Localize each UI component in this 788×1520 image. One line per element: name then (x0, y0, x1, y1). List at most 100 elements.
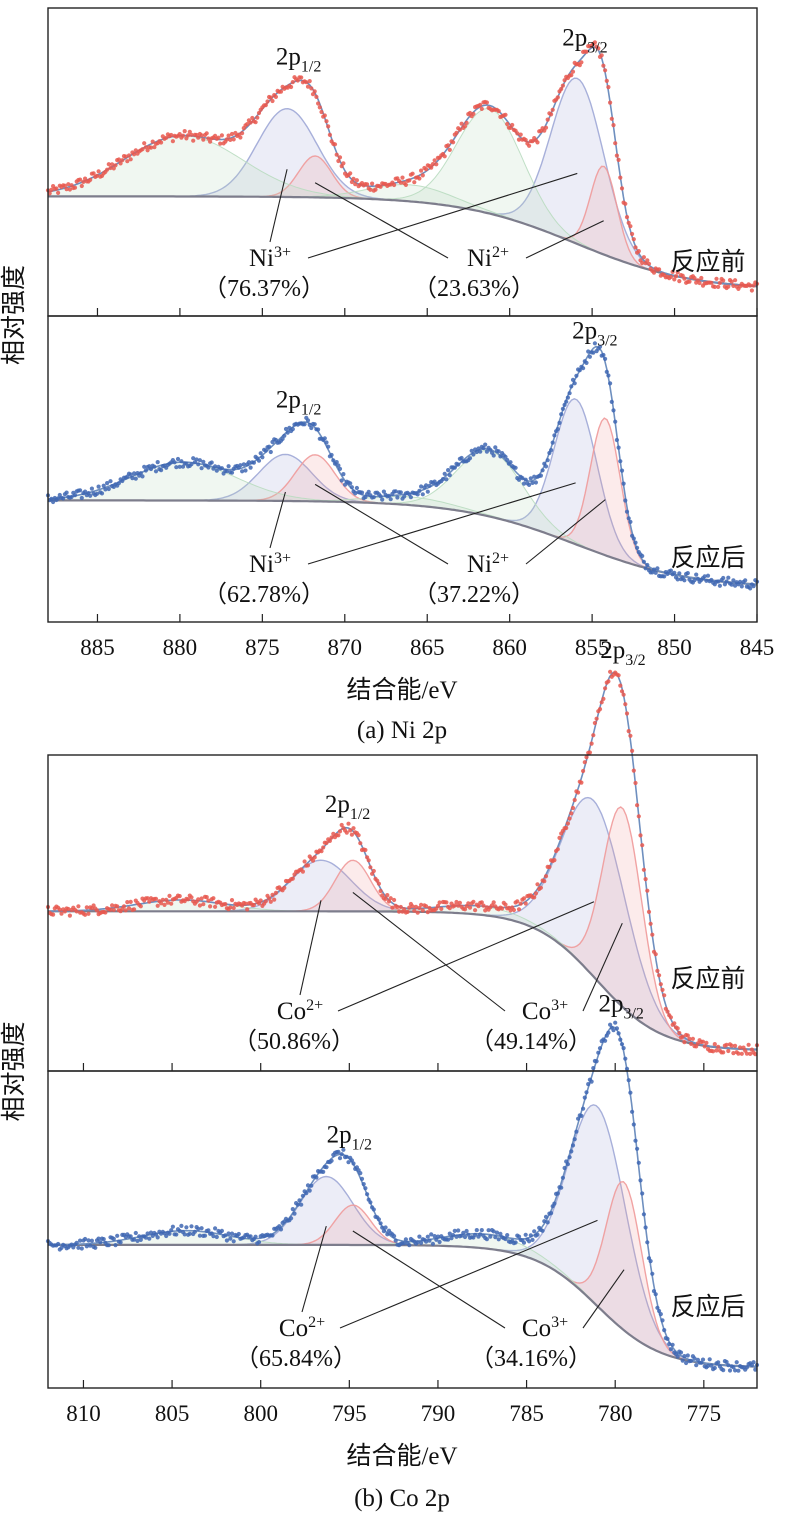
co-p0-data-point (437, 900, 442, 905)
co-p0-data-point (515, 899, 520, 904)
co-p1-data-point (623, 1056, 628, 1061)
ni-p1-data-point (248, 465, 253, 470)
ni-p1-ion-pct-a: （62.78%） (203, 582, 325, 608)
co-p0-data-point (268, 899, 273, 904)
ni-p0-data-point (199, 133, 204, 138)
co-p1-data-point (101, 1237, 106, 1242)
ni-p1-data-point (508, 460, 513, 465)
co-p1-data-point (716, 1360, 721, 1365)
ni-p1-data-point (283, 426, 289, 432)
ni-p0-data-point (169, 132, 174, 138)
co-p1-data-point (709, 1363, 714, 1368)
co-p0-data-point (690, 1036, 696, 1041)
ni-xtick-label-855: 855 (575, 635, 610, 660)
co-p0-data-point (336, 833, 341, 838)
co-p1-frame (47, 1070, 758, 1389)
ni-p0-data-point (164, 135, 169, 140)
co-p1-data-point (692, 1356, 697, 1361)
ni-p0-data-point (651, 270, 657, 275)
co-p1-data-point (392, 1234, 397, 1239)
co-p1-data-point (192, 1229, 197, 1234)
ni-p1-data-point (238, 463, 243, 468)
ni-p1-data-point (106, 486, 111, 492)
co-p0-data-point (467, 905, 473, 910)
ni-p1-data-point (267, 444, 272, 449)
ni-p0-data-point (628, 224, 633, 229)
co-p0-ion-pct-b: （49.14%） (470, 1029, 592, 1055)
co-p0-data-point (479, 900, 484, 905)
ni-p0-data-point (424, 167, 429, 172)
ni-p1-data-point (611, 408, 616, 413)
co-p1-data-point (349, 1158, 354, 1163)
ni-p0-data-point (527, 143, 532, 148)
co-p1-data-point (145, 1231, 150, 1236)
ni-p0-data-point (749, 288, 755, 293)
ni-xtick-label-885: 885 (80, 635, 115, 660)
ni-p0-data-point (351, 176, 356, 181)
co-p0-data-point (371, 868, 376, 874)
ni-p1-data-point (613, 419, 618, 424)
ni-p1-data-point (447, 473, 452, 478)
ni-p0-data-point (123, 154, 128, 159)
ni-p1-data-point (471, 452, 476, 457)
ni-p0-data-point (672, 277, 677, 282)
ni-p1-data-point (172, 460, 177, 465)
ni-p1-data-point (432, 479, 437, 484)
ni-p0-data-point (56, 190, 61, 195)
co-p1-data-point (202, 1233, 208, 1238)
co-p1-data-point (182, 1232, 187, 1237)
co-p1-data-point (300, 1193, 305, 1198)
ni-p0-data-point (337, 155, 343, 160)
co-p0-data-point (125, 900, 130, 905)
co-p1-data-point (603, 1038, 608, 1043)
ni-p1-data-point (329, 452, 334, 458)
ni-p1-data-point (729, 582, 734, 587)
co-p0-data-point (126, 906, 132, 911)
ni-p0-data-point (62, 183, 67, 188)
co-p0-data-point (290, 876, 295, 881)
ni-p1-data-point (148, 466, 154, 472)
ni-p0-data-point (459, 121, 464, 126)
ni-p1-data-point (633, 540, 638, 545)
ni-p0-data-point (348, 171, 353, 176)
co-p0-data-point (405, 909, 410, 915)
co-p1-data-point (378, 1221, 383, 1226)
ni-p0-data-point (54, 186, 59, 191)
ni-p1-data-point (103, 487, 108, 492)
co-p0-data-point (672, 1021, 677, 1026)
co-p0-data-point (538, 885, 544, 890)
co-p0-data-point (655, 968, 660, 974)
ni-p1-data-point (677, 571, 682, 576)
ni-p0-data-point (319, 109, 324, 115)
co-p1-data-point (98, 1240, 103, 1245)
ni-p0-data-point (682, 276, 687, 281)
co-p0-data-point (204, 895, 209, 900)
ni-p0-data-point (268, 95, 273, 100)
ni-p1-data-point (476, 446, 481, 451)
co-caption: (b) Co 2p (354, 1485, 450, 1512)
co-p0-data-point (628, 733, 633, 738)
co-p0-data-point (650, 932, 655, 937)
co-p0-data-point (704, 1040, 709, 1045)
co-p1-data-point (494, 1230, 500, 1235)
co-p0-data-point (386, 899, 392, 904)
co-p0-data-point (186, 897, 191, 902)
ni-p1-data-point (128, 472, 133, 477)
ni-p1-data-point (393, 489, 398, 494)
co-p0-data-point (584, 755, 589, 760)
ni-p1-data-point (574, 373, 579, 378)
co-p1-data-point (721, 1368, 726, 1373)
co-p1-data-point (128, 1234, 133, 1239)
co-p1-data-point (174, 1232, 179, 1237)
ni-p0-data-point (105, 167, 110, 172)
co-p0-data-point (581, 768, 586, 774)
co-p0-data-point (746, 1042, 751, 1047)
ni-p1-data-point (64, 490, 69, 495)
ni-p1-data-point (721, 575, 726, 581)
ni-p1-data-point (621, 481, 626, 486)
co-p0-data-point (206, 898, 211, 903)
ni-p0-data-point (66, 182, 71, 187)
ni-p1-data-point (180, 464, 186, 469)
ni-p1-data-point (256, 458, 262, 463)
co-p0-data-point (748, 1051, 753, 1056)
